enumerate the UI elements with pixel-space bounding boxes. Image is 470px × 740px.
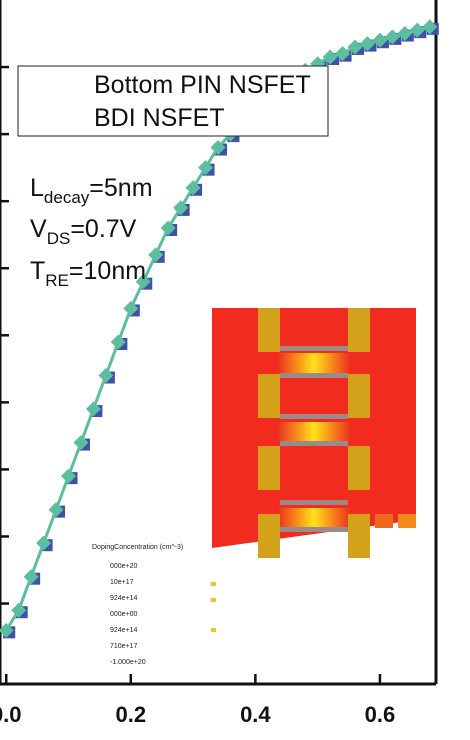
- doping-swatch-2: [211, 628, 216, 632]
- oxide-line-5: [280, 527, 348, 532]
- doping-legend-value-0: 000e+20: [110, 563, 138, 570]
- doping-legend-value-4: 924e+14: [110, 627, 138, 634]
- oxide-line-2: [280, 414, 348, 419]
- gate-right-0: [348, 308, 370, 352]
- nanosheet-2: [278, 508, 350, 528]
- v-ds-main: V: [30, 215, 47, 243]
- condition-annotations: Ldecay=5nm VDS=0.7V TRE=10nm: [30, 174, 153, 290]
- device-spot-1: [375, 514, 393, 528]
- gate-right-2: [348, 446, 370, 490]
- annotation-l-decay: Ldecay=5nm: [30, 174, 153, 207]
- doping-legend-value-3: 000e+00: [110, 611, 138, 618]
- device-spot-2: [398, 514, 416, 528]
- doping-legend-value-1: 10e+17: [110, 579, 134, 586]
- gate-right-1: [348, 374, 370, 418]
- nanosheet-1: [278, 422, 350, 442]
- gate-right-3: [348, 514, 370, 558]
- doping-legend-title: DopingConcentration (cm^-3): [92, 544, 183, 551]
- annotation-v-ds: VDS=0.7V: [30, 215, 137, 248]
- t-re-rest: =10nm: [69, 257, 146, 285]
- doping-swatch-0: [211, 582, 216, 586]
- t-re-sub: RE: [45, 271, 69, 290]
- x-tick-label-3: 0.6: [365, 702, 396, 727]
- device-inset: DopingConcentration (cm^-3) 000e+20 10e+17…: [92, 308, 416, 666]
- doping-legend-value-2: 924e+14: [110, 595, 138, 602]
- v-ds-rest: =0.7V: [70, 215, 136, 243]
- oxide-line-3: [280, 441, 348, 446]
- legend-entry-bdi: BDI NSFET: [94, 104, 225, 132]
- annotation-t-re: TRE=10nm: [30, 257, 146, 290]
- doping-swatch-1: [211, 598, 216, 602]
- oxide-line-4: [280, 500, 348, 505]
- v-ds-sub: DS: [47, 229, 71, 248]
- oxide-line-1: [280, 373, 348, 378]
- legend-entry-bottom-pin: Bottom PIN NSFET: [94, 71, 311, 99]
- legend: Bottom PIN NSFET BDI NSFET: [18, 66, 328, 136]
- gate-left-1: [258, 374, 280, 418]
- l-decay-sub: decay: [44, 188, 90, 207]
- t-re-main: T: [30, 257, 45, 285]
- doping-legend-value-5: 710e+17: [110, 643, 138, 650]
- x-tick-label-0: 0.0: [0, 702, 22, 727]
- x-tick-label-2: 0.4: [240, 702, 271, 727]
- x-tick-label-1: 0.2: [116, 702, 147, 727]
- nanosheet-0: [278, 353, 350, 373]
- gate-left-2: [258, 446, 280, 490]
- l-decay-main: L: [30, 174, 44, 202]
- l-decay-rest: =5nm: [89, 174, 152, 202]
- x-tick-labels: 0.0 0.2 0.4 0.6: [0, 702, 395, 727]
- gate-left-3: [258, 514, 280, 558]
- oxide-line-0: [280, 346, 348, 351]
- doping-legend-value-6: -1.000e+20: [110, 659, 146, 666]
- doping-legend: DopingConcentration (cm^-3) 000e+20 10e+17…: [92, 544, 216, 666]
- gate-left-0: [258, 308, 280, 352]
